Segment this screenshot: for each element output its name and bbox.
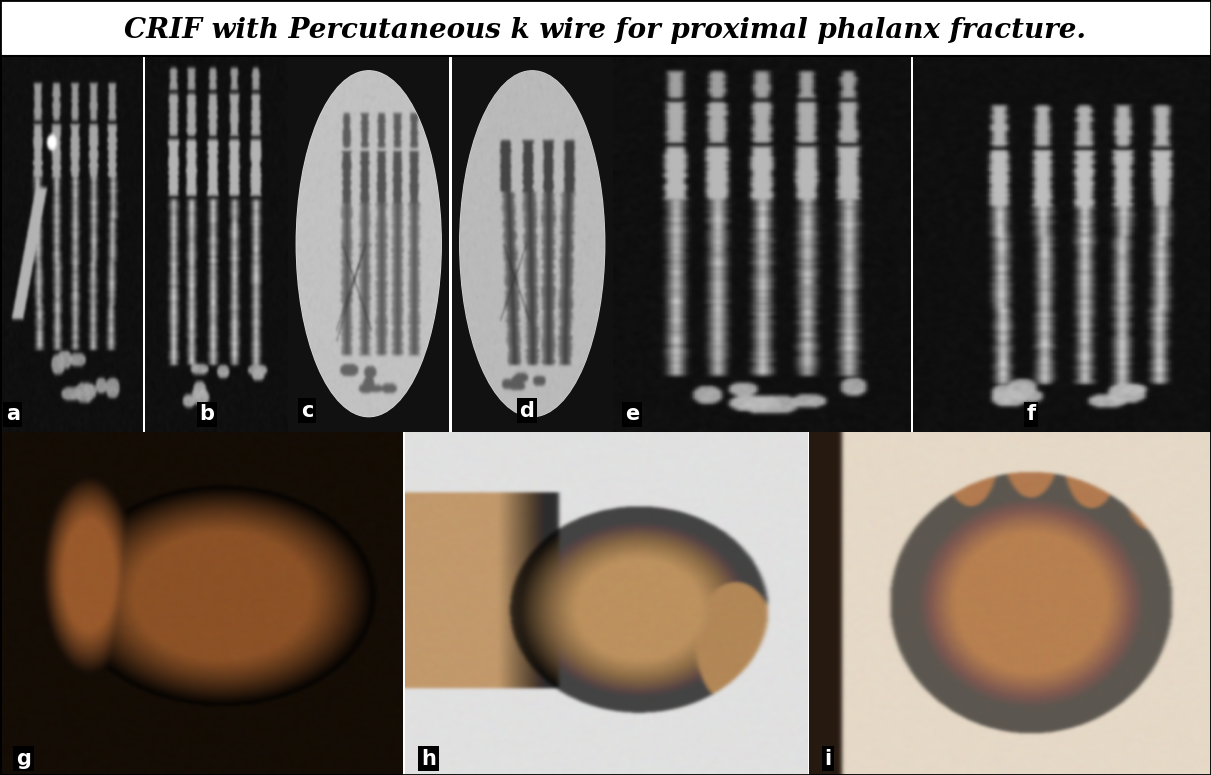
Text: CRIF with Percutaneous k wire for proximal phalanx fracture.: CRIF with Percutaneous k wire for proxim… — [125, 17, 1086, 44]
Text: d: d — [520, 401, 534, 421]
Ellipse shape — [460, 71, 604, 417]
Ellipse shape — [297, 71, 441, 417]
Text: h: h — [421, 749, 436, 769]
Text: g: g — [16, 749, 31, 769]
Text: a: a — [6, 405, 19, 425]
Text: e: e — [625, 405, 639, 425]
Text: i: i — [825, 749, 832, 769]
Text: f: f — [1026, 405, 1035, 425]
Text: b: b — [200, 405, 214, 425]
Text: c: c — [302, 401, 314, 421]
